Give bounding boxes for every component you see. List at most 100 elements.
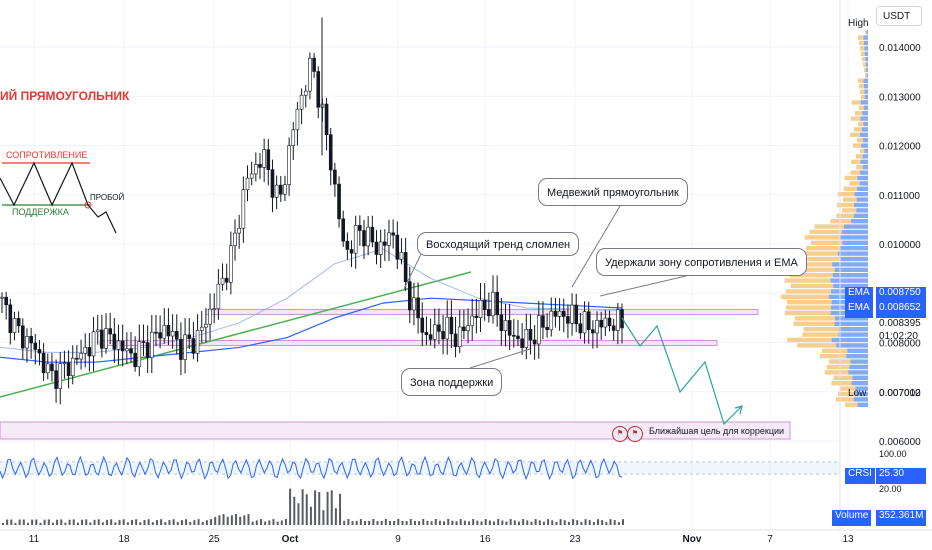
candle-body xyxy=(499,314,504,331)
candle-body xyxy=(45,363,50,374)
candle-body xyxy=(291,129,296,146)
profile-bar xyxy=(838,332,868,337)
volume-bar xyxy=(110,519,113,525)
profile-bar xyxy=(810,240,843,245)
candle-body xyxy=(299,94,304,110)
profile-bar xyxy=(805,246,841,251)
volume-bar xyxy=(72,519,75,525)
candle-body xyxy=(245,177,250,190)
ema-lines xyxy=(0,248,623,363)
candle-body xyxy=(16,318,21,327)
volume-bar xyxy=(268,520,271,525)
volume-bar xyxy=(218,515,221,525)
profile-bar xyxy=(850,359,868,364)
candle-body xyxy=(349,249,354,254)
profile-bar xyxy=(842,208,857,213)
volume-bar xyxy=(56,519,59,525)
callout-held-resistance[interactable]: Удержали зону сопротивления и EMA xyxy=(596,248,807,276)
volume-bar xyxy=(538,520,541,525)
ema2-tag: EMA xyxy=(845,302,873,318)
volume-bar xyxy=(497,519,500,525)
profile-bar xyxy=(856,197,868,202)
volume-bar xyxy=(81,519,84,525)
profile-bar xyxy=(833,375,853,380)
profile-bar xyxy=(804,235,840,240)
candle-body xyxy=(229,245,233,283)
candle-body xyxy=(541,315,545,328)
trend-line xyxy=(0,271,472,398)
volume-bar xyxy=(276,521,279,525)
callout-support-zone[interactable]: Зона поддержки xyxy=(401,368,503,396)
profile-bar xyxy=(856,208,868,213)
volume-bar xyxy=(459,519,462,525)
volume-bar xyxy=(601,520,604,525)
candle-body xyxy=(603,317,608,328)
profile-bar xyxy=(787,337,832,343)
ema-line xyxy=(0,297,623,363)
candle-body xyxy=(287,145,291,185)
currency-selector[interactable]: USDT xyxy=(876,6,922,26)
y-tick-label: 0.008000 xyxy=(879,339,921,350)
candle-body xyxy=(507,320,512,336)
candle-body xyxy=(453,333,458,347)
candle-body xyxy=(586,311,591,330)
profile-bar xyxy=(864,46,868,51)
candle-body xyxy=(8,304,13,333)
volume-bar xyxy=(534,519,537,525)
candle-body xyxy=(41,352,46,374)
candle-body xyxy=(524,329,529,348)
candle-body xyxy=(611,325,616,331)
x-tick-label: 11 xyxy=(29,534,40,545)
x-tick-label: 25 xyxy=(208,534,220,545)
candle-body xyxy=(328,134,333,171)
profile-bar xyxy=(794,316,836,321)
candle-body xyxy=(54,370,58,389)
candle-body xyxy=(295,108,300,131)
volume-bar xyxy=(588,520,591,525)
volume-bar xyxy=(255,520,258,525)
candle-body xyxy=(216,283,221,310)
profile-bar xyxy=(863,62,866,67)
profile-bar xyxy=(831,337,868,343)
candle-body xyxy=(212,308,217,311)
profile-bar xyxy=(859,84,864,89)
callout-uptrend-broken[interactable]: Восходящий тренд сломлен xyxy=(417,232,580,256)
callout-bear-rectangle[interactable]: Медвежий прямоугольник xyxy=(538,178,688,206)
volume-bar xyxy=(205,520,208,525)
volume-bar xyxy=(222,514,225,525)
x-tick-label: Nov xyxy=(683,534,702,545)
profile-bar xyxy=(851,381,868,386)
volume-bar xyxy=(343,520,346,525)
candle-body xyxy=(58,363,63,389)
candle-body xyxy=(528,329,533,341)
volume-bar xyxy=(272,519,275,525)
candle-body xyxy=(91,331,96,357)
candle-body xyxy=(108,328,112,335)
volume-bar xyxy=(522,519,525,525)
candle-body xyxy=(208,308,212,325)
volume-bar xyxy=(164,522,167,525)
candle-body xyxy=(312,57,316,72)
candle-body xyxy=(158,332,162,339)
profile-bar xyxy=(854,127,862,132)
volume-bar xyxy=(97,519,100,525)
flag-icon: ⚑ xyxy=(612,426,628,442)
volume-bar xyxy=(351,521,354,525)
volume-bar xyxy=(509,519,512,525)
profile-bar xyxy=(826,364,850,370)
x-tick-label: 7 xyxy=(767,534,773,545)
volume-bar xyxy=(189,522,192,525)
candle-body xyxy=(607,317,612,327)
volume-bar xyxy=(85,519,88,525)
profile-bar xyxy=(860,148,865,154)
volume-bar xyxy=(622,519,624,525)
crsi-value: 25.30 xyxy=(876,468,926,484)
profile-bar xyxy=(866,67,868,73)
profile-bar xyxy=(833,283,868,289)
volume-bar xyxy=(334,508,337,525)
candle-body xyxy=(353,225,358,254)
callout-pointer xyxy=(469,348,531,369)
candle-body xyxy=(166,325,171,337)
profile-bar xyxy=(843,186,858,191)
